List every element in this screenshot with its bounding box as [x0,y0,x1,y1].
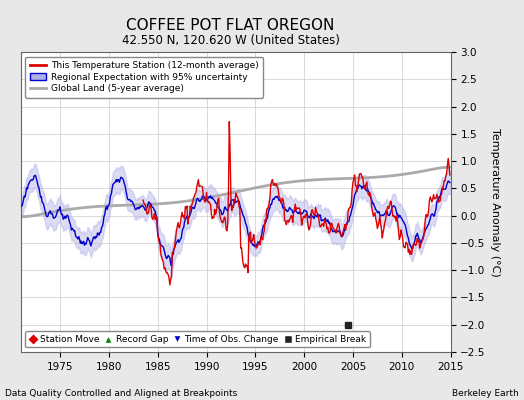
Text: 42.550 N, 120.620 W (United States): 42.550 N, 120.620 W (United States) [122,34,340,47]
Legend: Station Move, Record Gap, Time of Obs. Change, Empirical Break: Station Move, Record Gap, Time of Obs. C… [26,331,370,348]
Text: Data Quality Controlled and Aligned at Breakpoints: Data Quality Controlled and Aligned at B… [5,389,237,398]
Text: COFFEE POT FLAT OREGON: COFFEE POT FLAT OREGON [126,18,335,33]
Text: Berkeley Earth: Berkeley Earth [452,389,519,398]
Y-axis label: Temperature Anomaly (°C): Temperature Anomaly (°C) [489,128,499,276]
